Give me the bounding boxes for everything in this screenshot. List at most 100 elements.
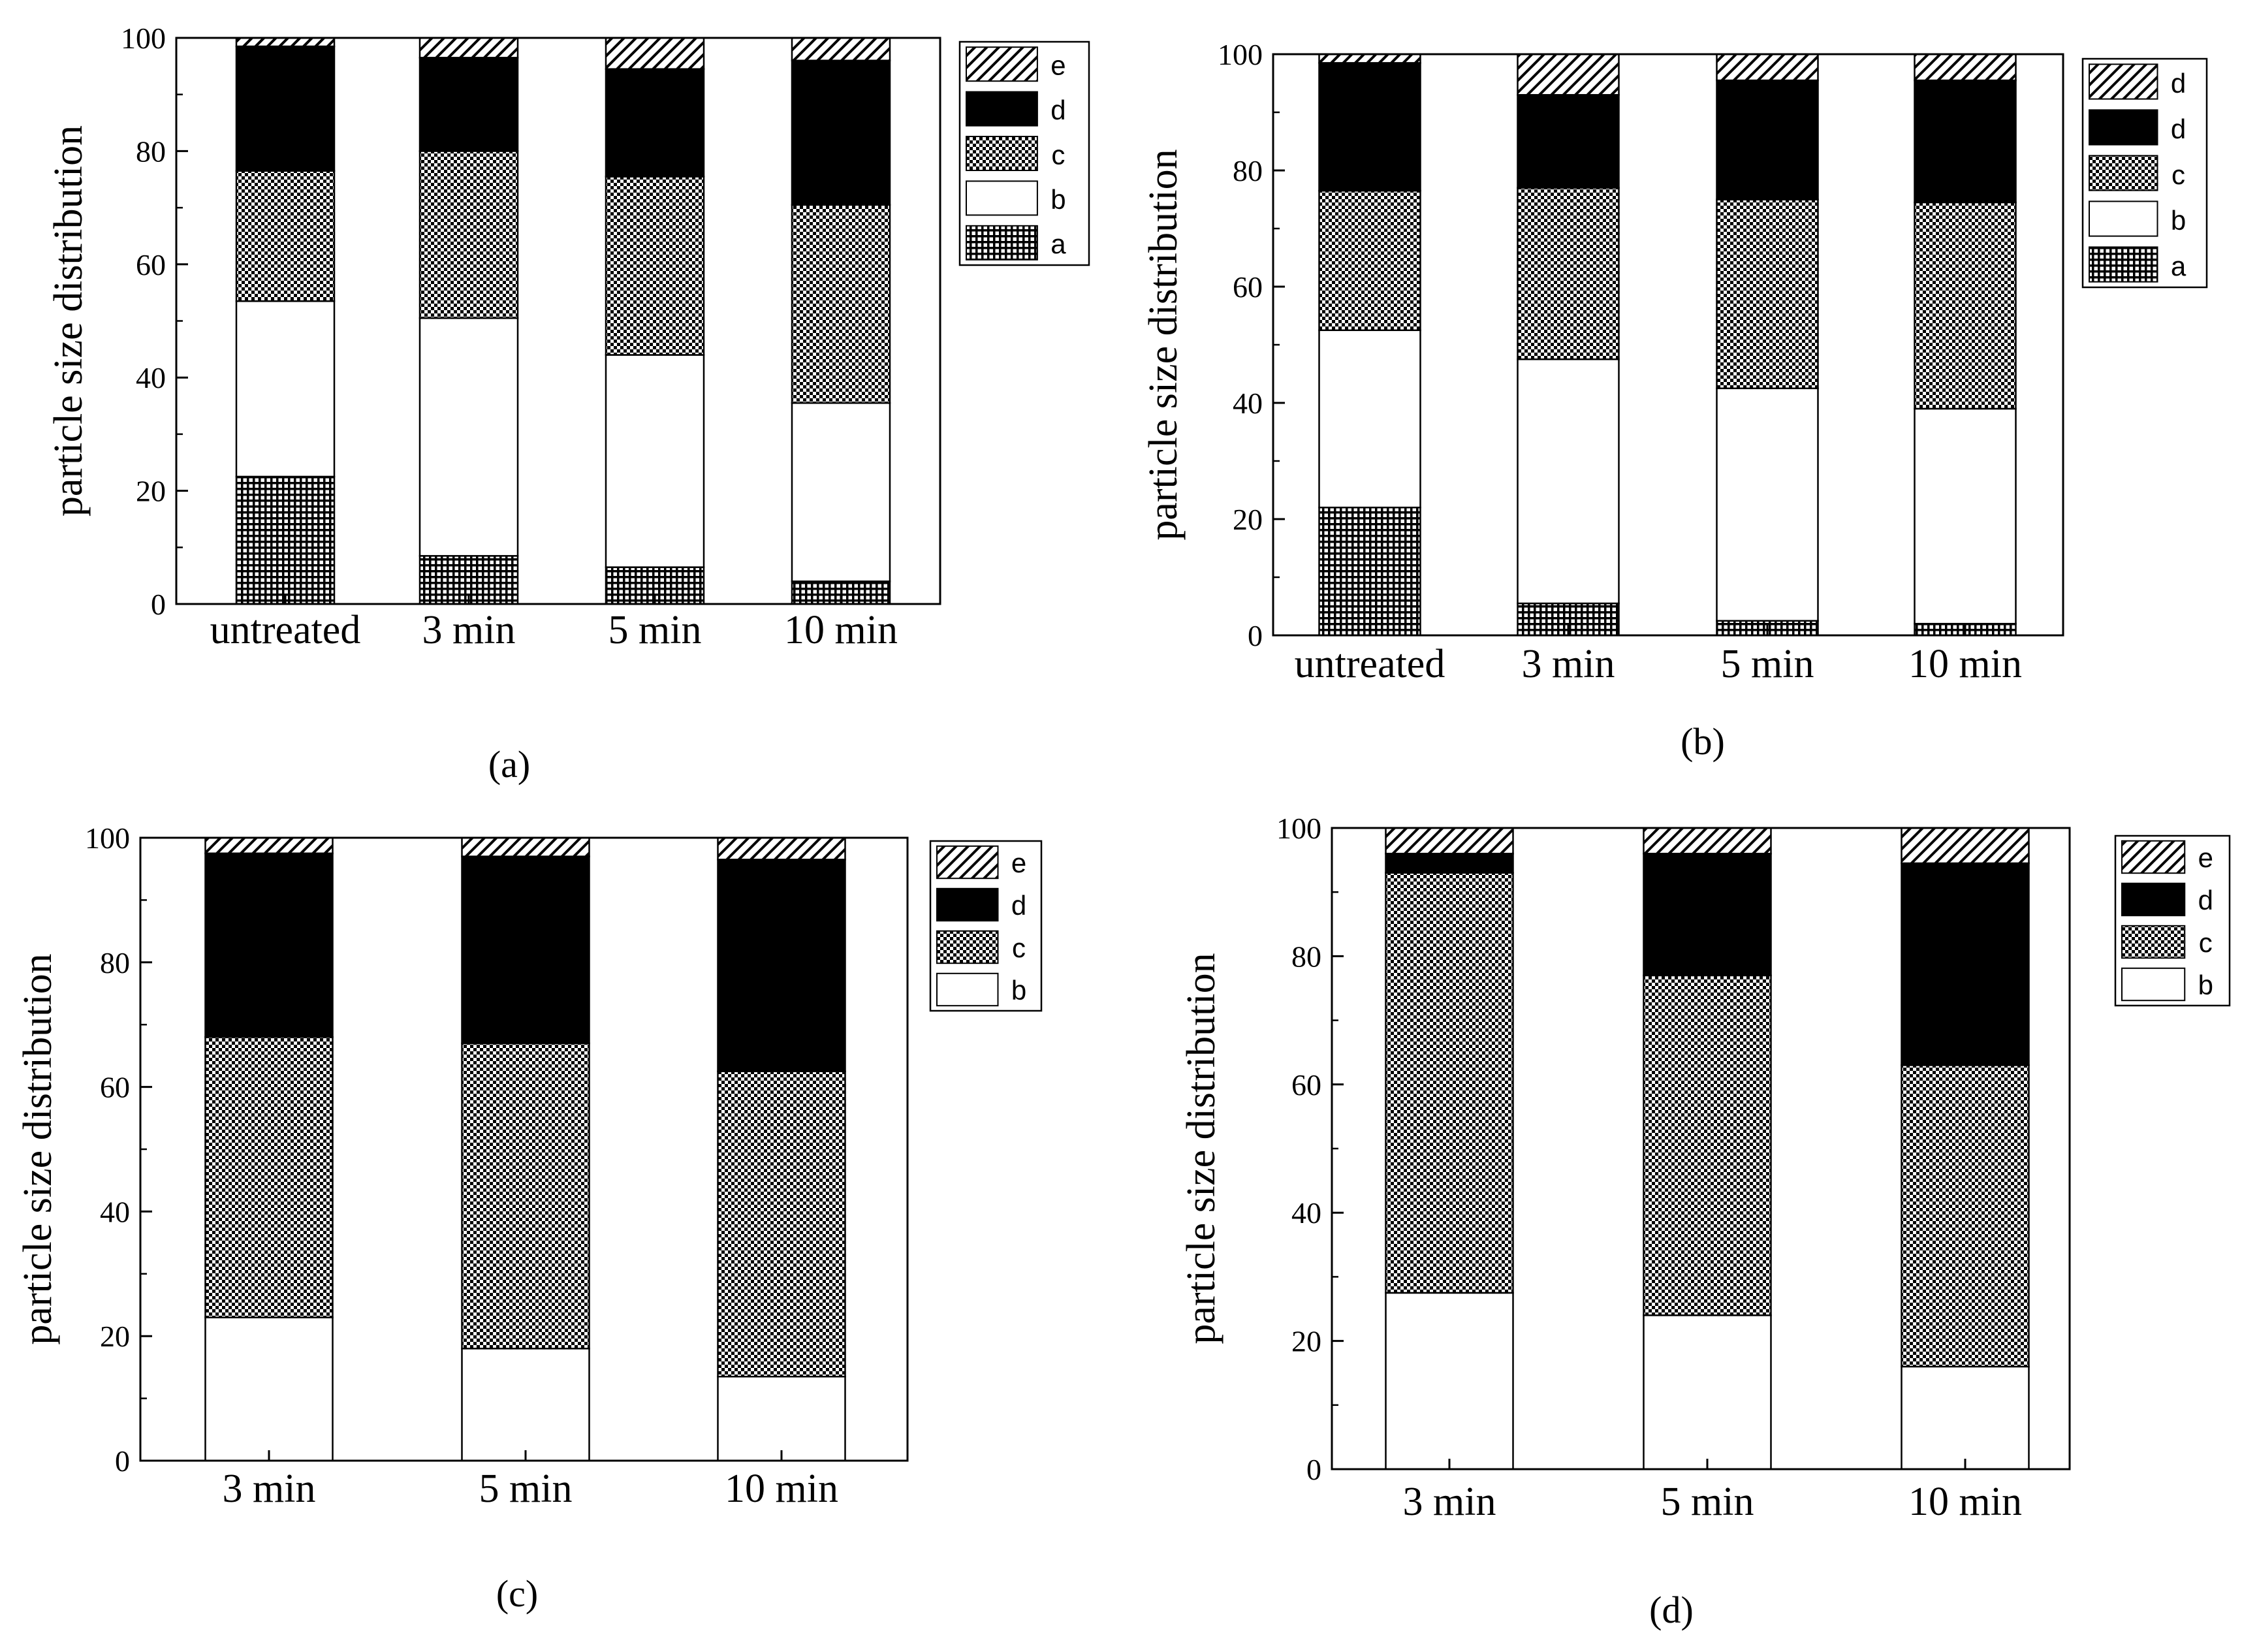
bar-segment-c-1 — [1385, 872, 1514, 1294]
bar-segment-e-2 — [1643, 827, 1772, 855]
legend-label-4: b — [2171, 205, 2186, 236]
bar-segment-c-3 — [605, 176, 705, 356]
y-tick-label: 80 — [1233, 154, 1263, 187]
y-tick-label: 0 — [1306, 1453, 1321, 1486]
bar-segment-d-3 — [1716, 79, 1819, 200]
bar-segment-e-1 — [1385, 827, 1514, 855]
bar-segment-d-2 — [1517, 94, 1620, 189]
bar-segment-e-3 — [1901, 827, 2030, 865]
y-tick-label: 40 — [136, 361, 166, 394]
bar-segment-c-4 — [791, 204, 891, 404]
x-category-label: 5 min — [608, 608, 702, 652]
legend-swatch-1 — [2121, 840, 2186, 874]
legend-label-2: d — [2198, 885, 2213, 915]
y-tick-label: 0 — [115, 1444, 130, 1478]
y-tick-label: 60 — [100, 1071, 130, 1104]
bar-segment-b-1 — [1385, 1292, 1514, 1470]
x-category-label: 5 min — [479, 1467, 573, 1511]
y-tick-label: 80 — [1291, 940, 1321, 973]
bar-segment-e-4 — [1914, 53, 2017, 82]
chart-panel-2: 0 20 40 60 80 100 untreated 3 min 5 min 10 min par… — [1141, 38, 2208, 763]
bar-segment-c-1 — [204, 1036, 334, 1318]
legend-swatch-3 — [966, 136, 1038, 171]
y-tick-label: 0 — [1248, 619, 1263, 652]
legend-swatch-2 — [2089, 109, 2158, 146]
bar-segment-c-2 — [418, 150, 519, 319]
chart-panel-4: 0 20 40 60 80 100 3 min 5 min 10 min particle siz… — [1179, 812, 2231, 1631]
bar-segment-b-3 — [1901, 1365, 2030, 1470]
bar-segment-c-4 — [1914, 201, 2017, 410]
bar-segment-e-1 — [1318, 53, 1421, 64]
bar-segment-a-1 — [235, 475, 336, 605]
y-tick-label: 100 — [1276, 812, 1321, 845]
bar-segment-d-4 — [791, 59, 891, 206]
panel-label: (b) — [1681, 720, 1725, 763]
chart-panel-1: 0 20 40 60 80 100 untreated 3 min 5 min 10 min par… — [46, 22, 1090, 786]
bar-segment-e-3 — [717, 836, 846, 861]
y-tick-label: 40 — [100, 1195, 130, 1228]
legend-label-2: d — [1011, 890, 1026, 921]
legend-swatch-2 — [936, 887, 999, 922]
bar-segment-c-3 — [717, 1070, 846, 1378]
legend-label-5: a — [1050, 229, 1066, 259]
y-axis-title: particle size distribution — [1141, 149, 1186, 540]
y-tick-label: 60 — [1233, 270, 1263, 304]
bar-segment-b-1 — [204, 1316, 334, 1462]
panel-label: (c) — [496, 1572, 538, 1615]
bar-segment-d-2 — [1643, 853, 1772, 977]
bar-segment-d-2 — [418, 57, 519, 152]
bar-segment-e-4 — [791, 37, 891, 61]
bar-segment-c-1 — [1318, 189, 1421, 331]
legend-swatch-4 — [2089, 200, 2158, 237]
bar-segment-d-3 — [605, 68, 705, 178]
y-tick-label: 80 — [136, 135, 166, 168]
bar-segment-d-1 — [235, 45, 336, 172]
legend-label-3: c — [1051, 139, 1065, 170]
legend-swatch-3 — [2089, 155, 2158, 191]
bar-segment-d-3 — [1901, 862, 2030, 1066]
legend-label-1: e — [2198, 842, 2213, 873]
y-tick-label: 60 — [1291, 1068, 1321, 1102]
bar-segment-b-2 — [1517, 358, 1620, 605]
y-tick-label: 40 — [1291, 1196, 1321, 1230]
y-tick-label: 60 — [136, 248, 166, 281]
chart-panel-3: 0 20 40 60 80 100 3 min 5 min 10 min particle siz… — [16, 821, 1043, 1615]
bar-segment-e-2 — [1517, 53, 1620, 96]
legend-label-1: e — [1011, 848, 1026, 878]
legend-swatch-4 — [2121, 967, 2186, 1002]
legend-label-4: b — [1011, 975, 1026, 1006]
x-category-label: 5 min — [1721, 642, 1814, 686]
bar-segment-e-1 — [204, 836, 334, 855]
bar-segment-d-1 — [1318, 62, 1421, 192]
bar-segment-b-4 — [1914, 407, 2017, 625]
legend-label-1: e — [1050, 50, 1066, 81]
x-category-label: untreated — [1295, 642, 1445, 686]
bar-segment-b-4 — [791, 402, 891, 582]
bar-segment-c-2 — [1517, 187, 1620, 360]
x-category-label: 3 min — [1522, 642, 1615, 686]
y-tick-label: 100 — [1218, 38, 1263, 71]
legend-label-2: d — [1050, 95, 1066, 125]
bar-segment-b-3 — [717, 1375, 846, 1462]
legend-swatch-2 — [2121, 882, 2186, 917]
bar-segment-b-2 — [418, 317, 519, 557]
bar-segment-d-2 — [461, 855, 590, 1045]
bar-segment-b-3 — [605, 354, 705, 568]
legend-label-1: d — [2171, 68, 2186, 99]
x-category-label: 10 min — [1908, 642, 2022, 686]
legend-swatch-2 — [966, 91, 1038, 127]
bar-segment-d-1 — [1385, 853, 1514, 874]
x-category-label: 10 min — [1908, 1480, 2022, 1524]
legend-label-3: c — [1012, 932, 1026, 963]
y-tick-label: 0 — [151, 588, 166, 621]
bar-segment-d-3 — [717, 859, 846, 1072]
legend-swatch-3 — [2121, 925, 2186, 959]
x-category-label: 3 min — [1403, 1480, 1496, 1524]
x-category-label: 3 min — [422, 608, 516, 652]
legend-label-4: b — [1050, 184, 1066, 215]
bar-segment-b-1 — [235, 300, 336, 478]
legend-label-3: c — [2199, 927, 2213, 958]
